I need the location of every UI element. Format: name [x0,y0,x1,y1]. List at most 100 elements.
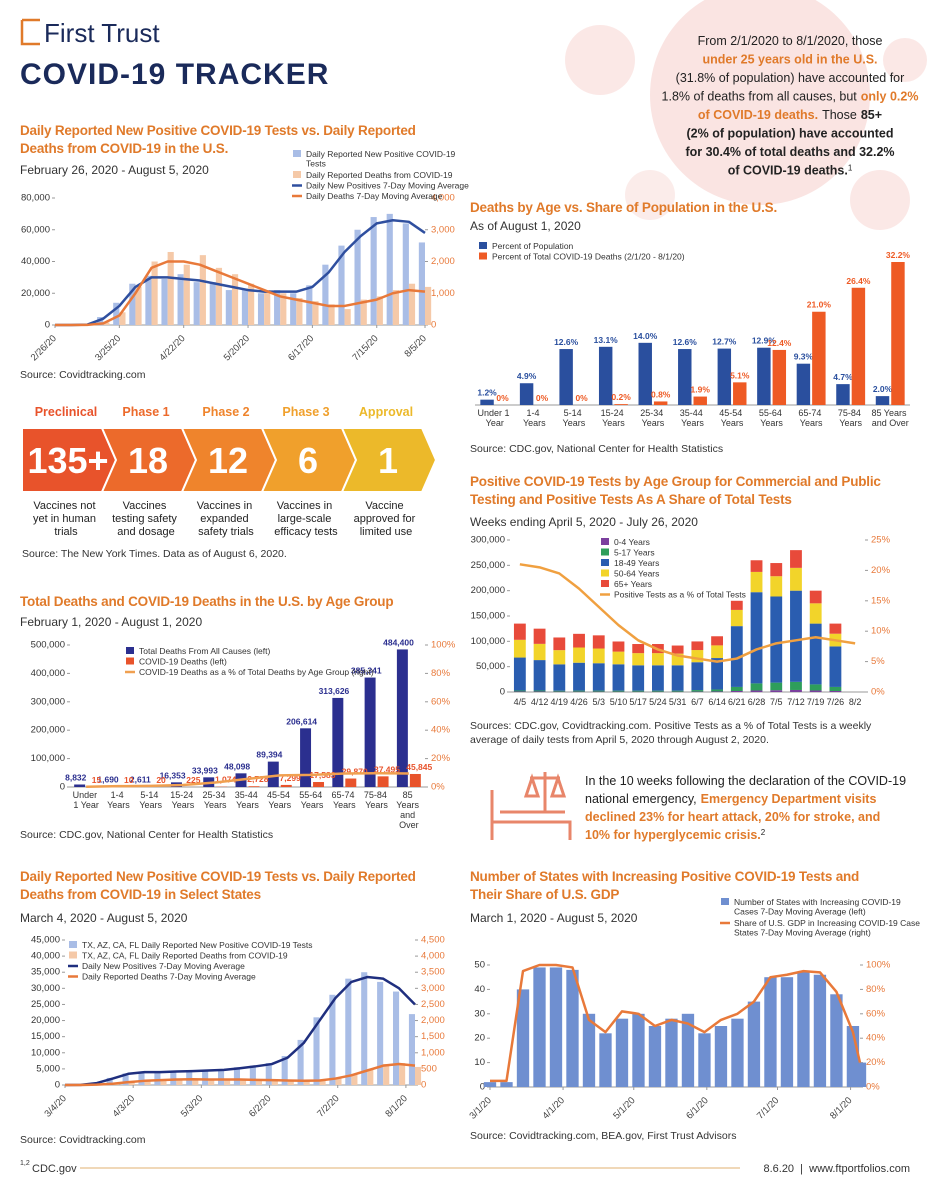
value-label: 20 [156,775,166,785]
text-line: large-scale [278,513,335,525]
bar-segment [612,651,625,665]
y-tick-label: 2,000 [421,1015,445,1026]
value-label: 0.2% [611,392,631,402]
text-line: 65-74 [332,790,358,800]
y-tick-label: 4,000 [431,193,455,204]
bar [312,301,319,325]
chart-title: Daily Reported New Positive COVID-19 Tes… [20,869,419,902]
bar [106,1077,113,1085]
text-segment: declined 23% for heart attack, 20% for s… [585,810,880,824]
x-tick-label: 5/24 [649,697,667,707]
legend-label: Daily Reported New Positive COVID-19 Tes… [306,149,458,169]
bar [851,287,866,405]
bar [367,1068,374,1085]
value-label: 12.6% [554,337,579,347]
y-tick-label: 50,000 [476,661,505,672]
text-line: Number of States with Increasing Positiv… [470,869,863,884]
bar [177,274,184,325]
bar-segment [750,571,763,593]
legend-label: Positive Tests as a % of Total Tests [614,590,746,600]
text-line: 75-84 [364,790,390,800]
bar-segment [790,590,802,682]
bar [193,282,200,325]
text-line: Tests [306,159,326,169]
bar [344,309,351,325]
legend-swatch [293,171,301,178]
chart-subtitle: March 1, 2020 - August 5, 2020 [470,911,638,925]
text-line: and dosage [117,526,175,538]
bar-segment [790,567,802,591]
bar-segment [632,644,645,654]
stage-label: Phase 3 [282,405,329,419]
bar-segment [711,636,723,646]
bar [599,1033,612,1087]
x-tick-label: 6/7 [691,697,704,707]
bar [338,245,345,325]
bar-segment [750,560,763,572]
bar-segment [829,646,842,687]
text-line: Under 1 [478,408,513,418]
y-tick-label: 60% [431,696,451,707]
legend-label: Daily New Positives 7-Day Moving Average [82,961,245,971]
y-tick-label: 10,000 [31,1047,60,1058]
series-line [86,771,409,788]
legend-label: TX, AZ, CA, FL Daily Reported New Positi… [82,940,313,950]
source: Source: CDC.gov, National Center for Hea… [470,443,723,455]
x-tick-label: 75-84 Years [838,408,864,428]
bar [167,251,174,325]
bar [306,285,313,325]
text-segment: (2% of population) have accounted [687,127,894,141]
text-line: 0-4 Years [614,537,650,547]
bar [376,296,383,325]
x-tick-label: 8/2 [849,697,862,707]
chart-title: Total Deaths and COVID-19 Deaths in the … [20,594,393,609]
y-tick-label: 4,500 [421,935,445,946]
bar-segment [809,690,822,692]
y-tick-label: 15% [871,595,891,606]
value-label: 9.3% [794,352,814,362]
x-tick-label: 7/26 [827,697,845,707]
bar-segment [809,623,822,685]
value-label: 29,870 [342,767,368,777]
text-line: average of daily tests from April 5, 202… [470,734,769,746]
text-segment: 1.8% of deaths from all causes, but [662,90,858,104]
bar-segment [652,665,664,691]
bar [409,773,421,787]
text-line: 5-14 [140,790,161,800]
bar-segment [829,623,842,634]
x-tick-label: 6/28 [748,697,766,707]
bar-segment [770,576,783,597]
text-line: Years [681,418,704,428]
stage-number: 135+ [27,440,108,481]
bar [418,242,425,325]
stage-description: Vaccine approved for limited use [354,500,419,538]
text-line: 45-54 [719,408,745,418]
y-tick-label: 20,000 [31,1015,60,1026]
bar [280,784,292,787]
stage-description: Vaccines not yet in human trials [33,500,99,538]
x-tick-label: 65-74 Years [332,790,358,810]
value-label: 15 [92,775,102,785]
y-tick-label: 0% [871,687,885,698]
legend-swatch [126,647,134,654]
value-label: 385,341 [351,666,382,676]
bar [129,283,136,325]
y-tick-label: 150,000 [471,611,505,622]
bar [812,311,826,405]
value-label: 206,614 [286,716,317,726]
bar [74,784,86,787]
text-line: Years [760,418,783,428]
bar [377,981,384,1085]
footnote: CDC.gov [32,1163,77,1175]
x-tick-label: 5/3 [592,697,605,707]
text-line: Vaccines [123,500,170,512]
value-label: 16,353 [160,770,186,780]
bar [161,278,168,325]
footnote-marker: 1,2 [20,1160,30,1167]
text-line: COVID-19 Deaths as a % of Total Deaths b… [139,667,374,677]
bar [281,1056,288,1085]
y-tick-label: 10 [474,1057,485,1068]
text-line: TX, AZ, CA, FL Daily Reported New Positi… [82,940,313,950]
x-tick-label: 4/5 [514,697,527,707]
chart-subtitle: February 1, 2020 - August 1, 2020 [20,615,202,629]
